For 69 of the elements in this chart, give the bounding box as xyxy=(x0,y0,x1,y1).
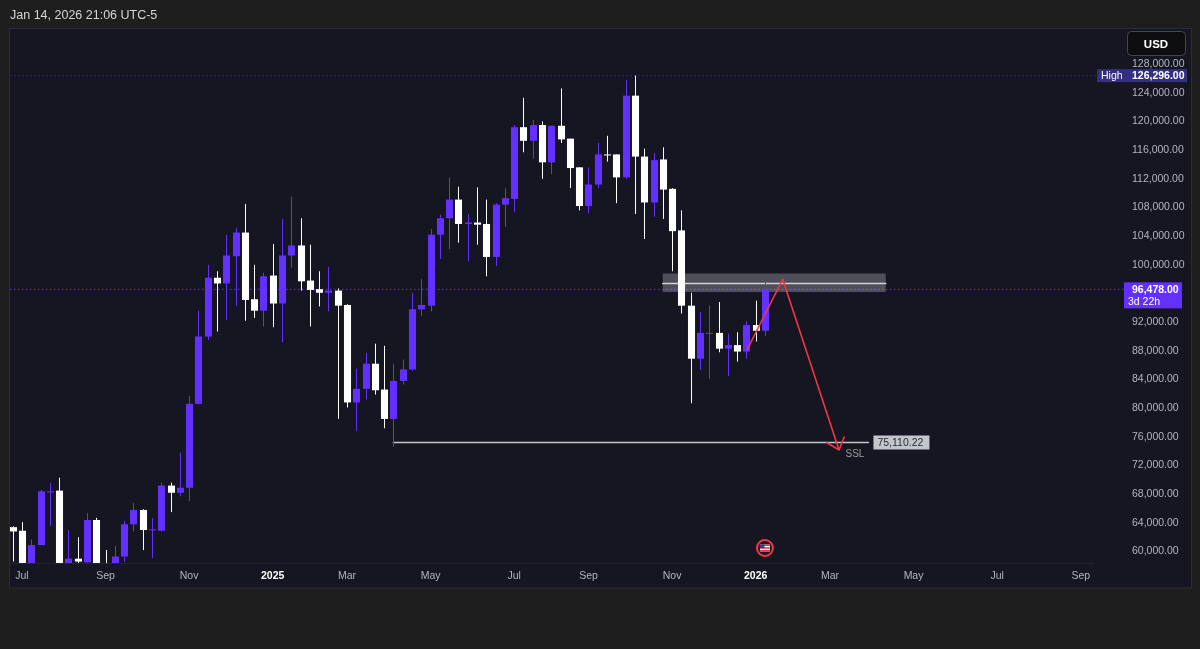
y-tick-label: 112,000.00 xyxy=(1132,171,1184,184)
y-tick-label: 68,000.00 xyxy=(1132,487,1179,500)
x-tick-label: May xyxy=(903,568,925,581)
candlestick xyxy=(352,368,361,432)
candlestick xyxy=(287,196,296,269)
y-tick-label: 88,000.00 xyxy=(1132,343,1179,356)
ref-line-label: High xyxy=(1101,69,1123,82)
candlestick xyxy=(584,166,593,214)
candlestick xyxy=(306,244,315,327)
y-tick-label: 100,000.00 xyxy=(1132,257,1185,270)
data-label: 75,110.22 xyxy=(877,436,924,449)
series-label: SSL xyxy=(845,448,865,460)
x-tick-label: Nov xyxy=(662,568,683,581)
candlestick xyxy=(445,176,454,250)
candlestick xyxy=(10,525,18,563)
candlestick xyxy=(176,452,185,497)
x-tick-label: Sep xyxy=(579,568,598,581)
candlestick xyxy=(334,287,343,420)
candlestick xyxy=(705,305,714,380)
text: 126,296.00 xyxy=(1132,69,1185,82)
ref-line-label: 3d 22h xyxy=(1128,295,1161,308)
candlestick xyxy=(603,135,612,163)
y-tick-label: 120,000.00 xyxy=(1132,114,1185,127)
x-tick-label: Jul xyxy=(990,568,1004,581)
candlestick xyxy=(250,264,259,319)
candlestick xyxy=(139,508,148,551)
candlestick xyxy=(129,502,138,532)
candlestick xyxy=(74,536,83,563)
candlestick xyxy=(46,482,55,527)
candlestick xyxy=(436,214,445,260)
text: Jan 14, 2026 21:06 UTC-5 xyxy=(10,8,158,23)
x-tick-label: May xyxy=(420,568,442,581)
x-tick-label: Sep xyxy=(96,568,116,581)
y-tick-label: 104,000.00 xyxy=(1132,229,1185,242)
candlestick xyxy=(399,358,408,386)
candlestick xyxy=(612,153,621,204)
candlestick xyxy=(557,87,566,144)
y-tick-label: 108,000.00 xyxy=(1132,200,1185,213)
candlestick xyxy=(724,333,733,377)
x-tick-label: Jul xyxy=(15,568,29,581)
y-tick-label: 72,000.00 xyxy=(1132,458,1179,471)
candlestick xyxy=(501,187,510,228)
y-tick-label: 76,000.00 xyxy=(1132,429,1179,442)
candlestick xyxy=(315,270,324,307)
y-tick-label: 84,000.00 xyxy=(1132,372,1179,385)
candlestick xyxy=(733,331,742,363)
candlestick xyxy=(167,482,176,513)
y-tick-label: 124,000.00 xyxy=(1132,85,1185,98)
x-tick-label: Mar xyxy=(337,568,357,581)
x-tick-label: 2026 xyxy=(743,568,768,581)
candlestick xyxy=(529,119,538,160)
y-tick-label: 92,000.00 xyxy=(1132,315,1179,328)
x-tick-label: Nov xyxy=(179,568,200,581)
currency-button: USD xyxy=(1127,31,1186,56)
x-tick-label: Mar xyxy=(820,568,840,581)
candlestick xyxy=(64,529,73,563)
x-tick-label: 2025 xyxy=(261,568,285,581)
y-tick-label: 116,000.00 xyxy=(1132,143,1184,156)
candlestick xyxy=(148,517,157,559)
candlestick xyxy=(473,186,482,246)
x-tick-label: Jul xyxy=(507,568,521,581)
y-tick-label: 128,000.00 xyxy=(1132,57,1185,70)
candlestick xyxy=(519,97,528,153)
y-tick-label: 64,000.00 xyxy=(1132,515,1179,528)
y-tick-label: 80,000.00 xyxy=(1132,401,1179,414)
y-tick-label: 60,000.00 xyxy=(1132,544,1179,557)
x-tick-label: Sep xyxy=(1071,568,1091,581)
text: 96,478.00 xyxy=(1132,283,1179,296)
candlestick xyxy=(715,301,724,353)
